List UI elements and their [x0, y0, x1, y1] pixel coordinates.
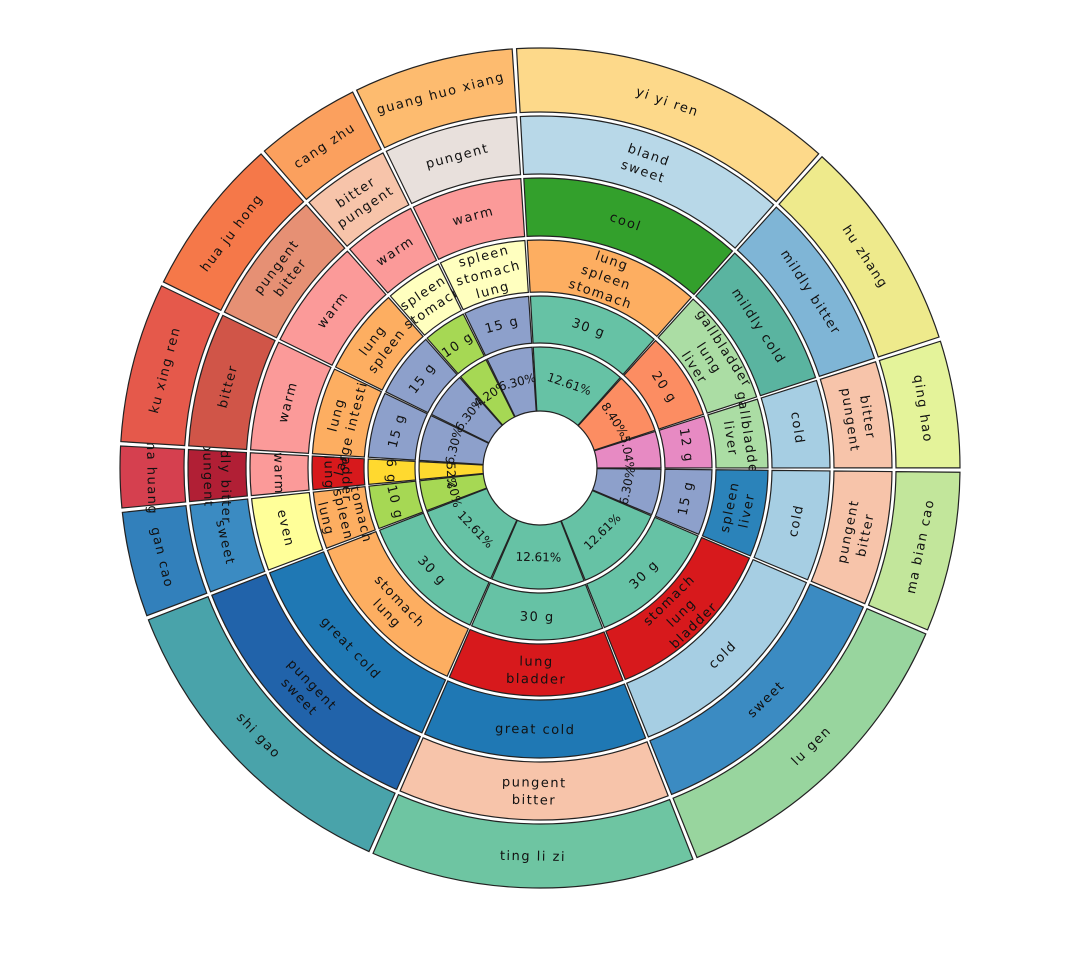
flavor-sector [223, 203, 346, 339]
herb-label: ma huang [143, 437, 160, 515]
herb-sector [672, 607, 927, 859]
nature-sector [523, 177, 734, 296]
nature-sector [249, 341, 332, 455]
dose-label: 12 g [676, 427, 696, 464]
dose-label: 6 g [383, 458, 399, 483]
flavor-sector [211, 573, 422, 791]
percent-sector [532, 346, 622, 427]
percent-sector [486, 346, 537, 418]
dose-sector [384, 338, 458, 414]
percent-sector [591, 467, 662, 516]
percent-sector [577, 377, 656, 451]
herb-sector [515, 47, 820, 203]
herb-sector [867, 471, 961, 631]
herb-sector [778, 155, 940, 358]
nature-sector [348, 207, 438, 294]
flavor-sector [810, 470, 893, 605]
nature-label: great cold [495, 722, 576, 738]
meridians-label: bladderlung [320, 442, 354, 503]
percent-label: 5.04% [618, 435, 638, 475]
herb-sector [119, 445, 187, 509]
nature-sector [753, 469, 831, 581]
herb-sector [878, 340, 961, 469]
percent-sector [418, 414, 490, 466]
flavor-sector [187, 448, 248, 503]
percent-sector [430, 376, 503, 444]
dose-sector [654, 468, 713, 536]
ring-meridians: lungspleenstomachgallbladderlunglivergal… [311, 239, 769, 697]
ring-percent: 12.61%8.40%5.04%6.30%12.61%12.61%12.61%4… [418, 346, 662, 590]
nature-sector [412, 177, 526, 261]
flavor-sector [736, 206, 876, 378]
nature-sector [279, 250, 387, 367]
herb-sector [121, 504, 208, 617]
herb-label: ting li zi [500, 849, 566, 865]
meridians-sector [526, 239, 693, 338]
percent-sector [426, 487, 518, 580]
herb-sector [162, 153, 305, 312]
flavor-sector [519, 115, 775, 249]
dose-sector [658, 415, 713, 469]
meridians-sector [701, 469, 769, 557]
flavor-sector [188, 314, 276, 451]
meridians-sector [334, 296, 424, 391]
nature-sector [268, 551, 447, 734]
nature-sector [250, 491, 324, 571]
ring-dose: 30 g20 g12 g15 g30 g30 g30 g10 g6 g15 g1… [367, 295, 713, 641]
dose-sector [378, 512, 490, 626]
percent-sector [560, 489, 652, 582]
dose-sector [426, 313, 486, 375]
meridians-sector [311, 368, 383, 458]
meridians-label: lungbladder [506, 654, 567, 688]
flavor-sector [649, 583, 865, 796]
flavor-sector [385, 116, 522, 205]
meridians-sector [448, 628, 624, 697]
nature-label: cold [787, 411, 807, 446]
dose-sector [368, 480, 424, 530]
dose-label: 15 g [676, 480, 698, 517]
meridians-sector [707, 398, 769, 469]
nature-label: cold [786, 503, 807, 538]
meridians-sector [439, 239, 529, 311]
meridians-sector [311, 455, 366, 491]
flavor-label: pungentbitter [501, 775, 566, 809]
percent-sector [491, 519, 585, 590]
nature-sector [625, 558, 808, 738]
flavor-sector [399, 736, 669, 821]
nature-sector [760, 379, 831, 469]
meridians-sector [389, 263, 463, 337]
dose-label: 30 g [520, 610, 555, 626]
percent-sector [593, 430, 662, 469]
meridians-sector [312, 485, 377, 549]
herb-sector [263, 91, 383, 201]
meridians-sector [657, 298, 758, 414]
flavor-sector [189, 498, 266, 593]
meridians-sector [605, 536, 751, 681]
flavor-sector [308, 152, 410, 248]
herb-sector [355, 48, 518, 149]
dose-sector [623, 339, 705, 430]
meridians-sector [326, 530, 470, 678]
herb-sector [147, 595, 396, 853]
nature-sector [423, 680, 647, 759]
dose-sector [529, 295, 655, 376]
dose-sector [367, 392, 429, 461]
dose-sector [464, 295, 533, 357]
percent-label: 12.61% [515, 550, 561, 565]
nature-sector [249, 452, 310, 497]
flavor-sector [819, 360, 893, 469]
nature-label: warm [270, 452, 286, 495]
nature-sector [694, 252, 817, 397]
flavor-label: mildly bitterpungent [199, 425, 234, 524]
herb-sector [372, 793, 694, 889]
herb-sector [120, 285, 221, 447]
dose-sector [367, 458, 417, 486]
dose-sector [470, 581, 604, 641]
dose-sector [585, 516, 699, 629]
